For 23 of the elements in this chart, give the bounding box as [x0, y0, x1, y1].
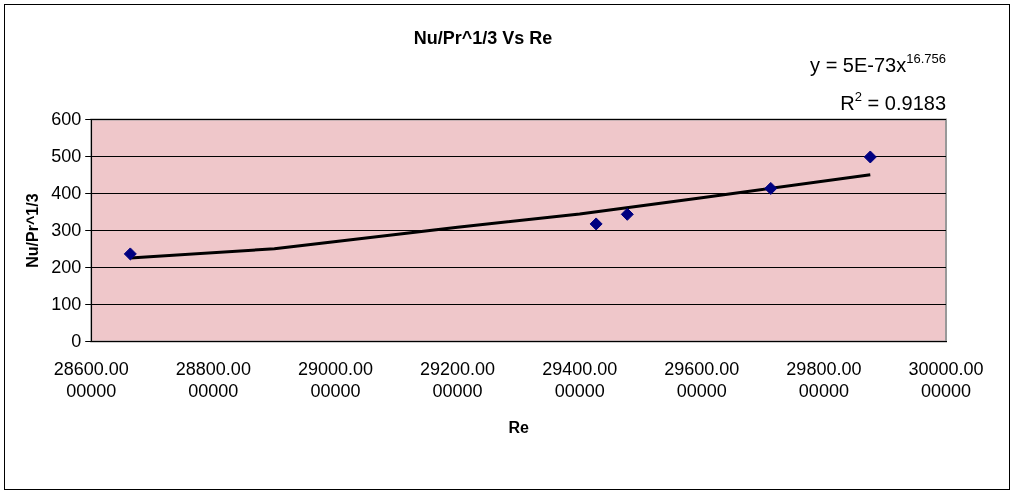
x-tick-label: 29600.0000000	[664, 359, 740, 401]
point	[863, 150, 877, 164]
y-tick-label: 600	[51, 108, 82, 129]
point	[589, 217, 603, 231]
x-tick-label: 29800.0000000	[786, 359, 862, 401]
x-tick-label: 28800.0000000	[175, 359, 251, 401]
x-tick-label: 29200.0000000	[420, 359, 496, 401]
y-tick-label: 500	[51, 145, 82, 166]
y-tick-label: 100	[51, 293, 82, 314]
x-tick-label: 29000.0000000	[297, 359, 373, 401]
y-tick-label: 300	[51, 219, 82, 240]
x-tick-label: 28600.0000000	[53, 359, 129, 401]
y-axis-title: Nu/Pr^1/3	[24, 193, 42, 268]
point	[620, 207, 634, 221]
y-tick-label: 0	[71, 330, 82, 351]
x-axis-title: Re	[508, 418, 529, 436]
y-tick-label: 200	[51, 256, 82, 277]
point	[123, 247, 137, 261]
x-tick-label: 30000.0000000	[908, 359, 984, 401]
point	[764, 181, 778, 195]
x-tick-label: 29400.0000000	[542, 359, 618, 401]
y-tick-label: 400	[51, 182, 82, 203]
chart-title: Nu/Pr^1/3 Vs Re	[413, 27, 553, 48]
